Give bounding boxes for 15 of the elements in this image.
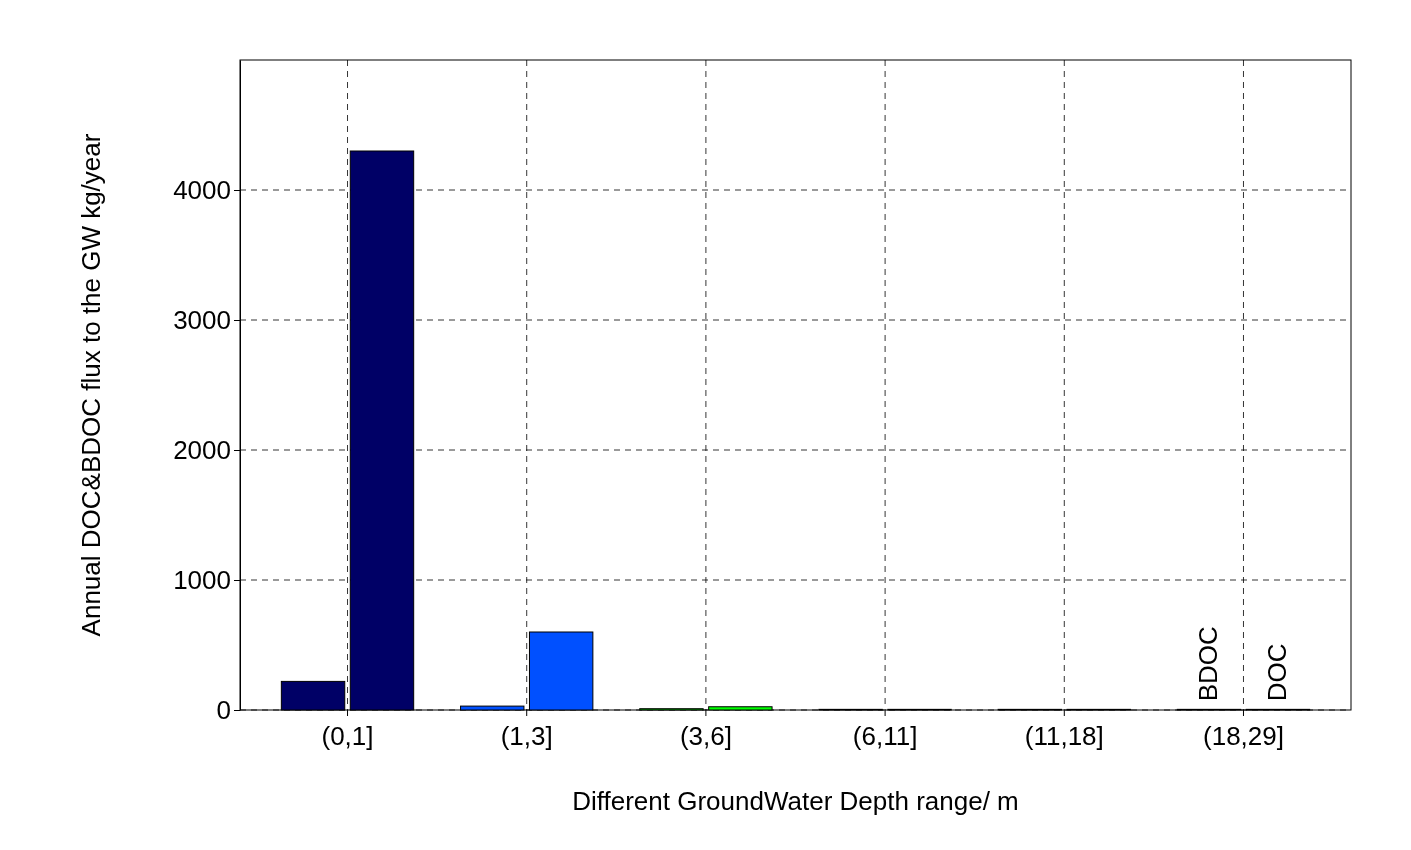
text: DOC xyxy=(1261,643,1292,702)
y-tick-label: 2000 xyxy=(173,434,231,465)
y-tick-label: 0 xyxy=(216,694,231,725)
x-tick-label: (0,1] xyxy=(321,721,374,751)
y-tick-label: 3000 xyxy=(173,304,231,335)
y-tick-label: 4000 xyxy=(173,174,231,205)
y-tick-label: 1000 xyxy=(173,564,231,595)
x-tick-label: (1,3] xyxy=(500,721,553,751)
x-axis-title: Different GroundWater Depth range/ m xyxy=(572,786,1019,816)
x-tick-label: (18,29] xyxy=(1203,721,1284,751)
x-tick-label: (3,6] xyxy=(679,721,732,751)
x-tick-label: (11,18] xyxy=(1024,721,1104,751)
text: BDOC xyxy=(1193,626,1224,702)
x-tick-label: (6,11] xyxy=(852,721,918,751)
y-axis-title: Annual DOC&BDOC flux to the GW kg/year xyxy=(76,133,106,637)
